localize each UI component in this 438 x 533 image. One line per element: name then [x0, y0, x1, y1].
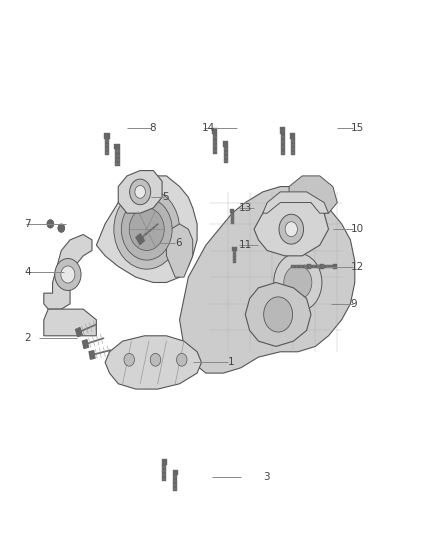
Text: 14: 14	[201, 123, 215, 133]
Bar	[231, 213, 234, 224]
Polygon shape	[105, 336, 201, 389]
Polygon shape	[82, 340, 88, 349]
Bar	[173, 475, 177, 491]
Bar	[104, 133, 110, 139]
Circle shape	[284, 265, 312, 300]
Text: 8: 8	[149, 123, 155, 133]
Polygon shape	[166, 224, 193, 277]
Text: 15: 15	[350, 123, 364, 133]
Text: 11: 11	[239, 240, 252, 250]
Text: 3: 3	[263, 472, 269, 482]
Bar	[212, 128, 217, 134]
Circle shape	[264, 297, 293, 332]
Text: 12: 12	[350, 262, 364, 271]
Bar	[233, 251, 236, 262]
Circle shape	[177, 353, 187, 366]
Bar	[279, 127, 286, 134]
Text: 2: 2	[24, 334, 31, 343]
Circle shape	[150, 353, 161, 366]
Circle shape	[121, 198, 172, 260]
Text: 9: 9	[350, 299, 357, 309]
Bar	[320, 264, 324, 269]
Circle shape	[135, 185, 145, 198]
Text: 7: 7	[24, 219, 31, 229]
Circle shape	[55, 259, 81, 290]
Circle shape	[279, 214, 304, 244]
Bar	[223, 141, 229, 147]
Bar	[304, 265, 320, 268]
Circle shape	[47, 220, 54, 228]
Bar	[290, 133, 296, 139]
Bar	[232, 247, 237, 251]
Text: 5: 5	[162, 192, 169, 202]
Circle shape	[129, 208, 164, 251]
Text: 4: 4	[24, 267, 31, 277]
Polygon shape	[96, 176, 197, 282]
Bar	[318, 265, 333, 268]
Circle shape	[61, 266, 75, 283]
Bar	[291, 265, 307, 268]
Bar	[115, 149, 120, 166]
Bar	[162, 459, 167, 465]
Polygon shape	[89, 351, 95, 359]
Text: 6: 6	[175, 238, 182, 247]
Bar	[307, 264, 311, 269]
Bar	[105, 139, 110, 156]
Polygon shape	[180, 187, 355, 373]
Bar	[280, 134, 285, 155]
Circle shape	[274, 253, 322, 312]
Circle shape	[130, 179, 151, 205]
Bar	[173, 470, 178, 475]
Text: 1: 1	[228, 358, 234, 367]
Circle shape	[124, 353, 134, 366]
Bar	[290, 139, 295, 155]
Bar	[230, 209, 234, 213]
Polygon shape	[76, 328, 82, 337]
Bar	[333, 264, 337, 269]
Polygon shape	[44, 235, 92, 309]
Polygon shape	[118, 171, 162, 213]
Bar	[223, 147, 228, 163]
Bar	[114, 144, 120, 149]
Polygon shape	[245, 282, 311, 346]
Text: 13: 13	[239, 203, 252, 213]
Polygon shape	[289, 176, 337, 213]
Polygon shape	[44, 309, 96, 336]
Circle shape	[285, 222, 297, 237]
Circle shape	[58, 224, 65, 232]
Bar	[212, 134, 217, 154]
Polygon shape	[263, 192, 328, 213]
Circle shape	[114, 189, 180, 269]
Text: 10: 10	[350, 224, 364, 234]
Bar	[162, 465, 166, 481]
Polygon shape	[136, 234, 145, 245]
Polygon shape	[254, 197, 328, 256]
